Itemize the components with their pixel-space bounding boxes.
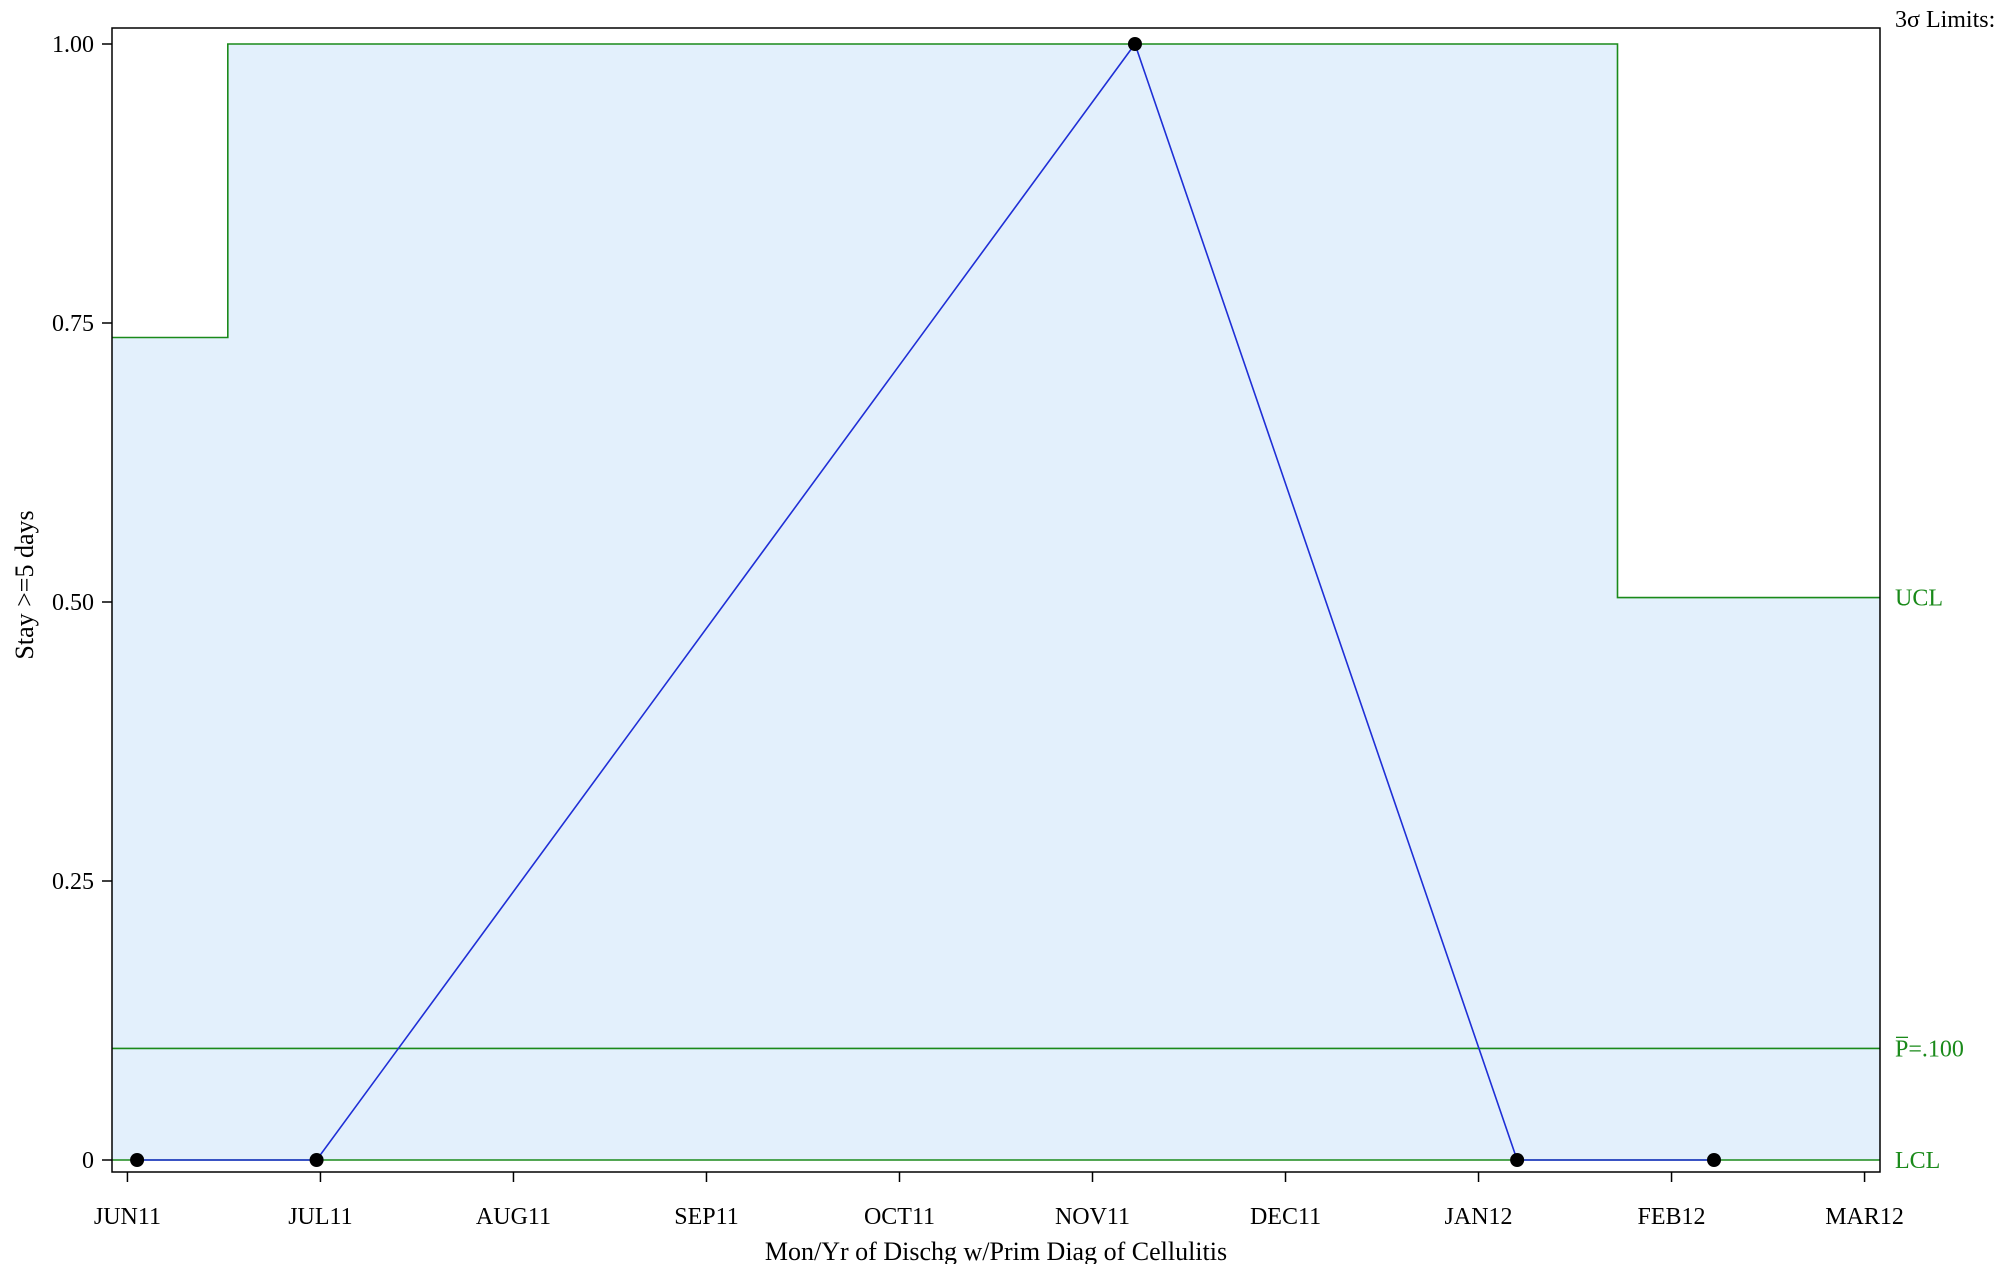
x-tick-label: MAR12 [1825, 1204, 1904, 1230]
x-tick-label: NOV11 [1055, 1204, 1130, 1230]
y-tick-label: 0.50 [52, 590, 94, 616]
x-tick-label: OCT11 [864, 1204, 935, 1230]
data-point [1707, 1153, 1722, 1167]
y-axis: 0 0.25 0.50 0.75 1.00 [52, 32, 112, 1174]
y-tick-label: 1.00 [52, 32, 94, 58]
lcl-label: LCL [1895, 1148, 1940, 1174]
limit-labels: 3σ Limits: UCL P̅=.100 LCL [1895, 7, 1995, 1174]
control-band [112, 44, 1880, 1160]
y-tick-label: 0.75 [52, 311, 94, 337]
limits-header: 3σ Limits: [1895, 7, 1995, 33]
x-tick-label: AUG11 [476, 1204, 551, 1230]
x-tick-label: JUN11 [94, 1204, 161, 1230]
control-band-fill [112, 44, 1880, 1160]
data-point [1510, 1153, 1525, 1167]
y-axis-title: Stay >=5 days [10, 510, 39, 659]
data-series [130, 37, 1722, 1167]
center-line-label: P̅=.100 [1895, 1036, 1964, 1062]
x-tick-label: SEP11 [674, 1204, 738, 1230]
x-tick-label: FEB12 [1638, 1204, 1706, 1230]
x-tick-label: DEC11 [1250, 1204, 1321, 1230]
data-point [1127, 37, 1142, 51]
data-point [130, 1153, 145, 1167]
plot-frame [111, 27, 1881, 1173]
data-point [309, 1153, 324, 1167]
x-tick-label: JAN12 [1445, 1204, 1513, 1230]
ucl-label: UCL [1895, 586, 1943, 612]
y-tick-label: 0 [82, 1148, 94, 1174]
x-tick-label: JUL11 [288, 1204, 352, 1230]
x-axis: JUN11 JUL11 AUG11 SEP11 OCT11 NOV11 DEC11 JAN12… [94, 1172, 1904, 1230]
y-tick-label: 0.25 [52, 869, 94, 895]
x-axis-title: Mon/Yr of Dischg w/Prim Diag of Cellulit… [765, 1237, 1227, 1264]
ucl-line [112, 43, 1880, 599]
